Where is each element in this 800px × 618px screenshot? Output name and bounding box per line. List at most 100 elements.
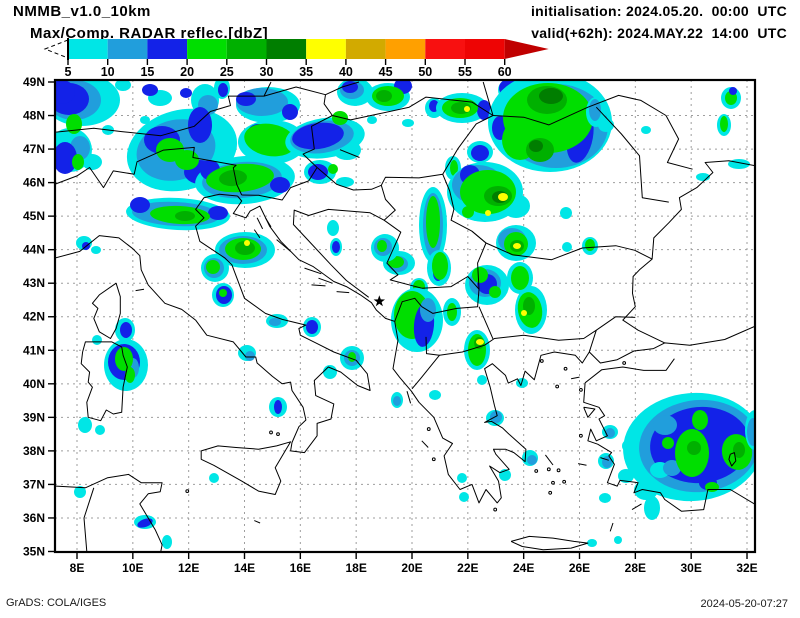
reflectivity-cell [429,390,441,400]
reflectivity-cell [539,88,563,104]
reflectivity-cell [622,439,638,453]
island-outline [304,267,322,275]
reflectivity-cell [450,160,458,176]
colorbar-segment [107,39,148,59]
reflectivity-cell [529,140,543,152]
reflectivity-cell [56,142,77,174]
reflectivity-cell [308,164,328,180]
island-dot [555,384,560,389]
reflectivity-cell [219,169,247,187]
island-outline [254,520,261,524]
island-dot [431,457,436,462]
reflectivity-cell [377,240,387,252]
lon-tick-label: 32E [736,561,757,575]
reflectivity-cell [245,351,255,361]
lon-tick-label: 8E [70,561,85,575]
lat-tick-label: 38N [23,444,45,458]
colorbar-segment [187,39,227,59]
colorbar-segment [345,39,386,59]
lat-tick-label: 42N [23,310,45,324]
reflectivity-cell [244,123,296,157]
country-border [482,81,494,116]
colorbar-segment [465,39,505,59]
coastline [584,358,675,384]
reflectivity-blobs [56,81,754,549]
reflectivity-cell [733,442,745,458]
colorbar-tick-label: 35 [299,65,313,79]
model-title: NMMB_v1.0_10km [13,3,151,20]
reflectivity-cell [513,243,521,249]
colorbar: 5 10 15 20 25 30 35 40 45 50 55 60 [43,38,549,79]
country-border [394,297,423,322]
country-border [56,146,243,196]
reflectivity-cell [393,396,401,406]
reflectivity-cell [66,114,82,134]
lon-tick-label: 10E [122,561,143,575]
country-border [439,316,636,356]
country-border [241,167,318,201]
reflectivity-cell [348,352,356,362]
coastline [510,535,589,551]
island-outline [631,503,642,511]
reflectivity-cell [432,252,448,280]
reflectivity-cell [426,196,440,248]
lon-tick-label: 12E [178,561,199,575]
colorbar-segment [385,39,426,59]
reflectivity-cell [720,116,728,132]
reflectivity-cell [206,260,220,274]
reflectivity-cell [585,239,595,251]
island-dot [269,430,273,435]
island-outline [256,217,264,230]
reflectivity-cell [218,83,228,97]
colorbar-tick-label: 20 [180,65,194,79]
country-border [325,81,360,96]
country-border [383,219,422,289]
colorbar-segment [147,39,188,59]
reflectivity-cell [244,240,250,246]
reflectivity-cell [687,441,701,455]
island-dot [579,387,583,392]
reflectivity-cell [130,197,150,213]
lon-tick-label: 30E [680,561,701,575]
axis-labels: 8E 10E 12E 14E 16E 18E 20E 22E 24E 26E 28E 30E 32E 35… [23,75,758,575]
reflectivity-cell [323,365,337,379]
reflectivity-cell [485,210,491,216]
island-dot [563,366,568,371]
island-dot [276,432,280,437]
reflectivity-cell [82,154,102,170]
reflectivity-cell [747,418,754,446]
product-title: Max/Comp. RADAR reflec.[dbZ] [30,25,269,42]
reflectivity-cell [376,90,392,102]
lon-tick-label: 14E [234,561,255,575]
reflectivity-cell [274,400,282,414]
lat-tick-label: 40N [23,377,45,391]
init-time-label: initialisation: 2024.05.20. 00:00 UTC [530,3,787,19]
island-outline [578,463,587,466]
reflectivity-cell [142,84,158,96]
island-outline [339,149,360,158]
reflectivity-cell [56,81,75,104]
island-outline [421,440,429,448]
colorbar-above-range-arrow [504,39,549,59]
country-border [292,185,396,298]
colorbar-segment [68,39,108,59]
country-border [492,94,693,170]
reflectivity-cell [137,518,153,528]
reflectivity-cell [490,411,502,423]
reflectivity-cell [235,241,255,255]
reflectivity-cell [209,473,219,483]
lat-tick-label: 46N [23,176,45,190]
lat-tick-label: 39N [23,410,45,424]
grads-credit: GrADS: COLA/IGES [6,597,107,609]
reflectivity-cell [270,177,290,193]
island-outline [406,391,412,404]
colorbar-segment [306,39,346,59]
colorbar-segment [425,39,465,59]
colorbar-tick-label: 60 [498,65,512,79]
colorbar-tick-label: 10 [101,65,115,79]
island-outline [583,406,596,418]
lon-tick-label: 20E [401,561,422,575]
country-border [263,81,272,97]
country-border [442,174,653,261]
lon-tick-label: 26E [569,561,590,575]
